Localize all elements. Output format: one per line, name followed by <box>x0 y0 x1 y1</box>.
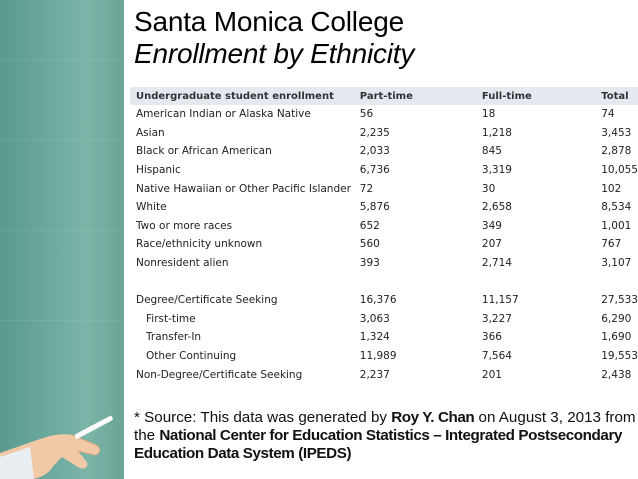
table-row: Degree/Certificate Seeking 16,376 11,157 27… <box>130 291 638 310</box>
header-total: Total <box>601 90 629 102</box>
table-row: Two or more races 652 349 1,001 <box>130 217 638 236</box>
row-total: 19,553 <box>601 350 638 363</box>
row-part-time: 3,063 <box>359 312 390 325</box>
spacer-cell <box>130 272 638 291</box>
table-row: Race/ethnicity unknown 560 207 767 <box>130 235 638 254</box>
table-row: White 5,876 2,658 8,534 <box>130 198 638 217</box>
row-full-time: 2,714 <box>481 257 512 270</box>
header-category: Undergraduate student enrollment <box>136 90 334 102</box>
row-full-time: 207 <box>481 238 502 251</box>
row-full-time: 2,658 <box>481 201 512 214</box>
row-full-time: 1,218 <box>481 126 512 139</box>
row-label: Hispanic <box>136 164 181 177</box>
row-full-time: 3,227 <box>481 312 512 325</box>
row-label: Native Hawaiian or Other Pacific Islande… <box>136 182 351 195</box>
row-part-time: 6,736 <box>359 164 390 177</box>
table-row: Asian 2,235 1,218 3,453 <box>130 124 638 143</box>
title-line-2: Enrollment by Ethnicity <box>134 38 415 69</box>
row-total: 1,690 <box>601 331 632 344</box>
row-part-time: 16,376 <box>359 294 397 307</box>
row-part-time: 5,876 <box>359 201 390 214</box>
row-full-time: 3,319 <box>481 164 512 177</box>
hand-with-chalk-icon <box>0 415 113 479</box>
chalkboard-panel <box>0 0 124 479</box>
row-full-time: 349 <box>481 219 502 232</box>
row-total: 8,534 <box>601 201 632 214</box>
source-note: * Source: This data was generated by Roy… <box>134 409 638 463</box>
row-part-time: 11,989 <box>359 350 397 363</box>
table-row: American Indian or Alaska Native 56 18 74 <box>130 105 638 124</box>
row-full-time: 845 <box>481 145 502 158</box>
row-full-time: 366 <box>481 331 502 344</box>
row-label: Race/ethnicity unknown <box>136 238 263 251</box>
row-total: 2,438 <box>601 368 632 381</box>
row-full-time: 30 <box>481 182 496 195</box>
chalk-streak <box>0 230 124 231</box>
source-middle: on August 3, 2013 from the <box>134 409 636 444</box>
row-label: Asian <box>136 126 165 139</box>
row-part-time: 1,324 <box>359 331 390 344</box>
title-line-1: Santa Monica College <box>134 6 404 37</box>
row-part-time: 2,235 <box>359 126 390 139</box>
table-row: Non-Degree/Certificate Seeking 2,237 201 2,… <box>130 365 638 384</box>
table-row: First-time 3,063 3,227 6,290 <box>130 310 638 329</box>
row-part-time: 72 <box>359 182 374 195</box>
row-label: First-time <box>146 312 196 325</box>
table-row: Transfer-In 1,324 366 1,690 <box>130 328 638 347</box>
row-total: 102 <box>601 182 622 195</box>
row-part-time: 652 <box>359 219 380 232</box>
row-total: 2,878 <box>601 145 632 158</box>
row-total: 1,001 <box>601 219 632 232</box>
row-label: Transfer-In <box>146 331 202 344</box>
row-part-time: 393 <box>359 257 380 270</box>
row-label: Black or African American <box>136 145 272 158</box>
row-full-time: 201 <box>481 368 502 381</box>
row-label: Other Continuing <box>146 350 237 363</box>
row-part-time: 560 <box>359 238 380 251</box>
row-total: 10,055 <box>601 164 638 177</box>
header-part-time: Part-time <box>359 90 413 102</box>
row-total: 6,290 <box>601 312 632 325</box>
row-total: 3,453 <box>601 126 632 139</box>
table-row: Other Continuing 11,989 7,564 19,553 <box>130 347 638 366</box>
row-full-time: 7,564 <box>481 350 512 363</box>
source-prefix: * Source: This data was generated by <box>134 409 392 426</box>
row-label: Two or more races <box>136 219 233 232</box>
chalk-streak <box>0 60 124 61</box>
row-total: 3,107 <box>601 257 632 270</box>
source-organization: National Center for Education Statistics… <box>134 427 623 462</box>
header-full-time: Full-time <box>481 90 532 102</box>
row-label: Non-Degree/Certificate Seeking <box>136 368 303 381</box>
row-full-time: 18 <box>481 108 496 121</box>
row-part-time: 2,237 <box>359 368 390 381</box>
row-total: 74 <box>601 108 615 121</box>
row-total: 27,533 <box>601 294 638 307</box>
row-label: Nonresident alien <box>136 257 229 270</box>
row-label: White <box>136 201 167 214</box>
table-body: American Indian or Alaska Native 56 18 74 As… <box>130 105 638 384</box>
table-row: Hispanic 6,736 3,319 10,055 <box>130 161 638 180</box>
row-full-time: 11,157 <box>481 294 519 307</box>
table-row: Native Hawaiian or Other Pacific Islande… <box>130 179 638 198</box>
slide-title: Santa Monica College Enrollment by Ethni… <box>134 6 414 70</box>
table-spacer-row <box>130 272 638 291</box>
table-row: Black or African American 2,033 845 2,878 <box>130 142 638 161</box>
table-header-row: Undergraduate student enrollment Part-ti… <box>130 87 638 105</box>
enrollment-table-container: Undergraduate student enrollment Part-ti… <box>130 87 638 387</box>
row-label: American Indian or Alaska Native <box>136 108 311 121</box>
row-label: Degree/Certificate Seeking <box>136 294 278 307</box>
table-row: Nonresident alien 393 2,714 3,107 <box>130 254 638 273</box>
row-part-time: 56 <box>359 108 374 121</box>
chalk-streak <box>0 320 124 321</box>
chalk-streak <box>0 140 124 141</box>
row-part-time: 2,033 <box>359 145 390 158</box>
row-total: 767 <box>601 238 622 251</box>
enrollment-table: Undergraduate student enrollment Part-ti… <box>130 87 638 384</box>
source-author: Roy Y. Chan <box>391 409 475 426</box>
